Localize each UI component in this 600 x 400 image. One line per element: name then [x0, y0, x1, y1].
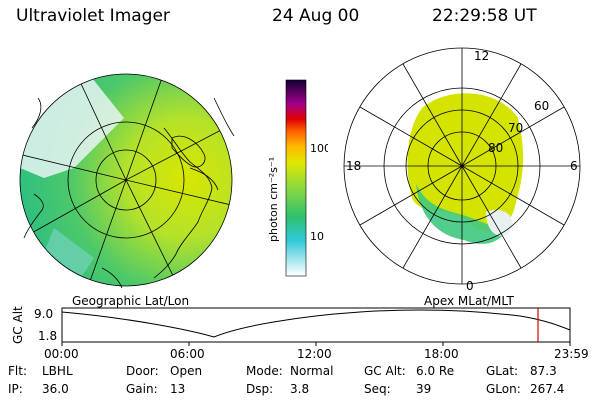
info-ip: IP: 36.0	[8, 382, 69, 396]
time-tick-1800: 18:00	[424, 347, 459, 361]
info-gain: Gain: 13	[126, 382, 186, 396]
altitude-plot: GC Alt 9.0 1.8 00:00 06:00 12:00 18:00 2…	[11, 306, 589, 361]
mlat-label-60: 60	[534, 99, 549, 113]
info-door: Door: Open	[126, 364, 203, 378]
info-mode: Mode: Normal	[246, 364, 334, 378]
time-tick-2359: 23:59	[554, 347, 589, 361]
time-tick-0000: 00:00	[44, 347, 79, 361]
colorbar-tick-10: 10	[310, 230, 324, 243]
colorbar: 100 10 photon cm⁻²s⁻¹	[267, 79, 328, 277]
apex-grid	[343, 47, 581, 285]
auroral-oval-image	[407, 93, 524, 232]
info-seq: Seq: 39	[364, 382, 432, 396]
apex-image-panel: 12 18 6 0 60 70 80	[343, 47, 581, 293]
observation-date: 24 Aug 00	[272, 6, 360, 26]
mlat-label-70: 70	[508, 121, 523, 135]
auroral-emission-image	[20, 74, 232, 286]
geographic-panel-label: Geographic Lat/Lon	[72, 294, 190, 308]
colorbar-gradient	[285, 79, 307, 277]
info-glon: GLon: 267.4	[486, 382, 565, 396]
mlt-label-6: 6	[570, 159, 578, 173]
mlt-label-18: 18	[346, 159, 361, 173]
colorbar-unit-label: photon cm⁻²s⁻¹	[267, 157, 280, 242]
time-tick-1200: 12:00	[297, 347, 332, 361]
observation-time: 22:29:58 UT	[432, 6, 537, 26]
info-glat: GLat: 87.3	[486, 364, 557, 378]
geographic-grid	[19, 73, 233, 287]
info-flt: Flt: LBHL	[8, 364, 73, 378]
altitude-ylabel: GC Alt	[11, 306, 25, 344]
time-tick-0600: 06:00	[170, 347, 205, 361]
geographic-image-panel	[19, 73, 235, 289]
mlt-label-12: 12	[474, 49, 489, 63]
apex-panel-label: Apex MLat/MLT	[424, 294, 514, 308]
altitude-ytick-9: 9.0	[34, 307, 53, 321]
colorbar-tick-100: 100	[310, 142, 328, 155]
altitude-ytick-1-8: 1.8	[38, 329, 57, 343]
coastline-overlay	[23, 97, 235, 289]
instrument-title: Ultraviolet Imager	[16, 6, 170, 26]
altitude-curve	[61, 309, 571, 338]
info-gc-alt: GC Alt: 6.0 Re	[364, 364, 455, 378]
info-dsp: Dsp: 3.8	[246, 382, 310, 396]
mlt-label-0: 0	[466, 279, 474, 293]
mlat-label-80: 80	[488, 141, 503, 155]
